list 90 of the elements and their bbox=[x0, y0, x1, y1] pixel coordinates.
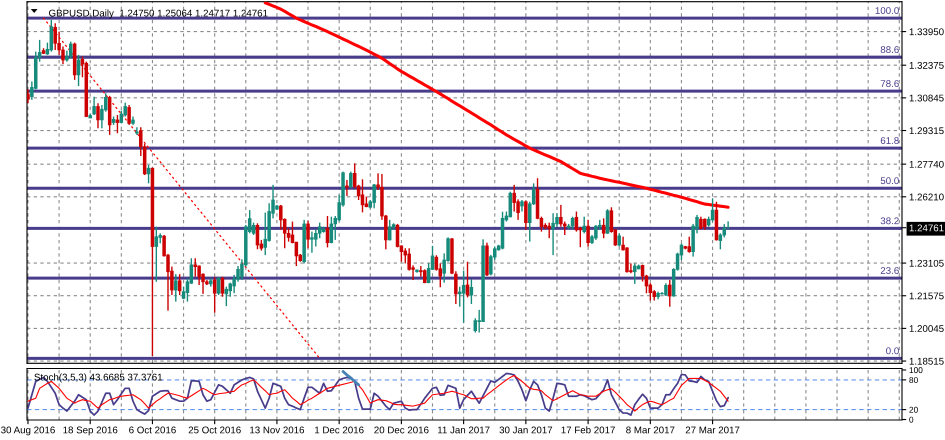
x-tick-label: 1 Dec 2016 bbox=[315, 426, 364, 434]
candlestick bbox=[551, 212, 555, 256]
annotation: 0.0 bbox=[886, 347, 899, 354]
candlestick bbox=[582, 216, 586, 234]
x-tick-label: 17 Feb 2017 bbox=[562, 426, 615, 434]
candlestick bbox=[520, 199, 524, 212]
candlestick bbox=[146, 164, 150, 184]
candlestick bbox=[633, 262, 637, 285]
y-tick-label: 1.33950 bbox=[910, 28, 944, 36]
y-tick-label: 1.30845 bbox=[910, 94, 944, 102]
y-tick-label: 1.20045 bbox=[910, 325, 944, 332]
candlestick bbox=[50, 19, 54, 52]
candlestick bbox=[224, 286, 228, 307]
candlestick bbox=[586, 219, 590, 248]
x-tick-label: 20 Dec 2016 bbox=[374, 426, 429, 434]
candlestick bbox=[345, 179, 349, 197]
candlestick bbox=[602, 218, 606, 239]
y-tick-label: 1.26210 bbox=[910, 194, 944, 200]
y-tick-label: 1.32375 bbox=[910, 62, 944, 69]
annotation: 78.6 bbox=[880, 80, 899, 87]
x-tick-label: 30 Aug 2016 bbox=[1, 426, 55, 436]
y-tick-label: 1.29315 bbox=[910, 127, 944, 134]
candlestick bbox=[699, 216, 703, 230]
candlestick bbox=[310, 230, 314, 254]
candlestick bbox=[422, 268, 426, 284]
x-tick-label: 6 Oct 2016 bbox=[129, 426, 176, 434]
candlestick bbox=[216, 276, 220, 296]
candlestick bbox=[710, 198, 714, 222]
candlestick bbox=[69, 40, 73, 59]
x-tick-label: 8 Mar 2017 bbox=[626, 426, 674, 434]
candlestick bbox=[372, 183, 376, 210]
annotation: 50.0 bbox=[880, 177, 899, 184]
x-tick-label: 27 Mar 2017 bbox=[686, 426, 740, 434]
annotation: 23.6 bbox=[880, 267, 899, 274]
candlestick bbox=[388, 219, 392, 242]
candlestick bbox=[349, 170, 353, 189]
line-series bbox=[42, 18, 320, 360]
candlestick bbox=[256, 222, 260, 250]
candlestick bbox=[127, 104, 131, 126]
y-tick-label: 80 bbox=[909, 377, 918, 383]
candlestick bbox=[53, 22, 57, 51]
annotation: 38.2 bbox=[880, 217, 899, 224]
candlestick bbox=[703, 218, 707, 231]
candlestick bbox=[174, 273, 178, 302]
candlestick bbox=[668, 279, 672, 308]
candlestick bbox=[625, 246, 629, 274]
candlestick bbox=[466, 261, 470, 298]
candlestick bbox=[617, 232, 621, 248]
y-tick-label: 1.23105 bbox=[910, 260, 944, 267]
x-tick-label: 25 Oct 2016 bbox=[188, 426, 241, 434]
candlestick bbox=[594, 224, 598, 241]
candlestick bbox=[212, 276, 216, 314]
candlestick bbox=[508, 190, 512, 218]
text: GBPUSD,Daily 1.24750 1.25064 1.24717 1.24761 bbox=[49, 9, 268, 18]
candlestick bbox=[116, 114, 120, 134]
candlestick bbox=[326, 215, 330, 248]
candlestick bbox=[154, 226, 158, 282]
candlestick bbox=[76, 54, 80, 87]
candlestick bbox=[306, 220, 310, 249]
x-tick-label: 30 Jan 2017 bbox=[499, 426, 552, 434]
candlestick bbox=[547, 222, 551, 239]
y-tick-label: 100 bbox=[910, 367, 923, 374]
y-tick-label: 1.24761 bbox=[910, 224, 944, 232]
candlestick bbox=[27, 88, 30, 104]
annotation: 61.8 bbox=[880, 137, 899, 144]
y-tick-label: 1.27740 bbox=[910, 160, 944, 168]
candlestick bbox=[524, 200, 528, 231]
candlestick bbox=[193, 258, 197, 278]
y-tick-label: 1.18515 bbox=[910, 358, 944, 365]
candlestick bbox=[360, 178, 364, 214]
candlestick bbox=[178, 273, 182, 296]
candlestick bbox=[96, 102, 100, 129]
x-tick-label: 13 Nov 2016 bbox=[250, 426, 304, 434]
candlestick bbox=[570, 216, 574, 230]
annotation: 100.0 bbox=[876, 7, 899, 14]
x-tick-label: 11 Jan 2017 bbox=[438, 426, 490, 434]
candlestick bbox=[462, 270, 466, 324]
annotation: 88.6 bbox=[880, 46, 899, 54]
candlestick bbox=[220, 276, 224, 298]
y-tick-label: 20 bbox=[909, 406, 918, 413]
candlestick bbox=[606, 208, 610, 235]
y-tick-label: 1.21575 bbox=[910, 292, 944, 300]
candlestick bbox=[664, 282, 668, 297]
x-tick-label: 18 Sep 2016 bbox=[63, 426, 118, 436]
y-tick-label: 0 bbox=[909, 416, 914, 423]
candlestick bbox=[330, 216, 334, 244]
candlestick bbox=[92, 96, 96, 116]
candlestick bbox=[687, 236, 691, 254]
candlestick bbox=[470, 278, 474, 305]
line-series bbox=[342, 370, 360, 386]
